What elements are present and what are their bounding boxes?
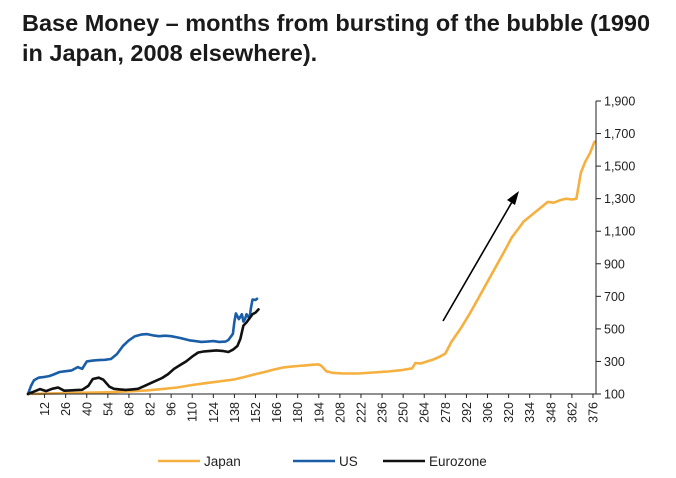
legend-label-japan: Japan: [204, 454, 241, 469]
y-tick-label: 300: [604, 355, 625, 369]
x-tick-label: 166: [270, 402, 284, 423]
x-tick-label: 264: [418, 402, 432, 423]
series-layer: [26, 140, 596, 396]
series-line-eurozone: [26, 308, 260, 396]
x-tick-label: 250: [397, 402, 411, 423]
series-line-us: [26, 297, 259, 396]
trend-arrow: [442, 191, 519, 322]
y-tick-label: 100: [604, 388, 625, 402]
x-tick-label: 292: [460, 402, 474, 423]
series-line-japan: [26, 140, 596, 396]
x-tick-label: 334: [523, 402, 537, 423]
x-tick-label: 362: [565, 402, 579, 423]
x-tick-label: 124: [207, 402, 221, 423]
x-tick-label: 138: [228, 402, 242, 423]
x-tick-label: 110: [186, 402, 200, 422]
x-tick-label: 278: [439, 402, 453, 423]
x-tick-label: 152: [249, 402, 263, 423]
x-tick-label: 180: [291, 402, 305, 423]
x-tick-label: 222: [354, 402, 368, 423]
legend-label-us: US: [339, 454, 358, 469]
x-tick-label: 12: [38, 402, 52, 416]
y-tick-label: 1,100: [604, 225, 635, 239]
y-tick-label: 900: [604, 257, 625, 271]
y-tick-label: 1,900: [604, 95, 635, 109]
x-tick-label: 320: [502, 402, 516, 423]
y-tick-label: 1,700: [604, 127, 635, 141]
legend-label-eurozone: Eurozone: [429, 454, 487, 469]
y-axis-ticks: 1,900 1,700 1,500 1,300 1,100 900 700 500 300 100: [596, 95, 635, 402]
x-tick-label: 236: [376, 402, 390, 423]
x-tick-label: 68: [122, 402, 136, 416]
x-tick-label: 26: [59, 402, 73, 416]
y-tick-label: 500: [604, 322, 625, 336]
chart-title: Base Money – months from bursting of the…: [22, 10, 651, 66]
y-tick-label: 1,300: [604, 192, 635, 206]
trend-arrow-line: [442, 201, 513, 322]
x-tick-label: 82: [144, 402, 158, 416]
y-tick-label: 700: [604, 290, 625, 304]
x-tick-label: 306: [481, 402, 495, 423]
x-tick-label: 348: [544, 402, 558, 423]
x-tick-label: 376: [586, 402, 600, 423]
x-tick-label: 208: [333, 402, 347, 423]
x-tick-label: 194: [312, 402, 326, 423]
chart-legend: Japan US Eurozone: [158, 454, 487, 469]
y-tick-label: 1,500: [604, 160, 635, 174]
x-tick-label: 54: [101, 402, 115, 416]
x-tick-label: 40: [80, 402, 94, 416]
x-tick-label: 96: [165, 402, 179, 416]
x-axis-ticks: 12 26 40 54 68 82 96 110 124 138 152 166 180 194 208 22…: [38, 394, 600, 423]
trend-arrow-head: [507, 191, 519, 205]
